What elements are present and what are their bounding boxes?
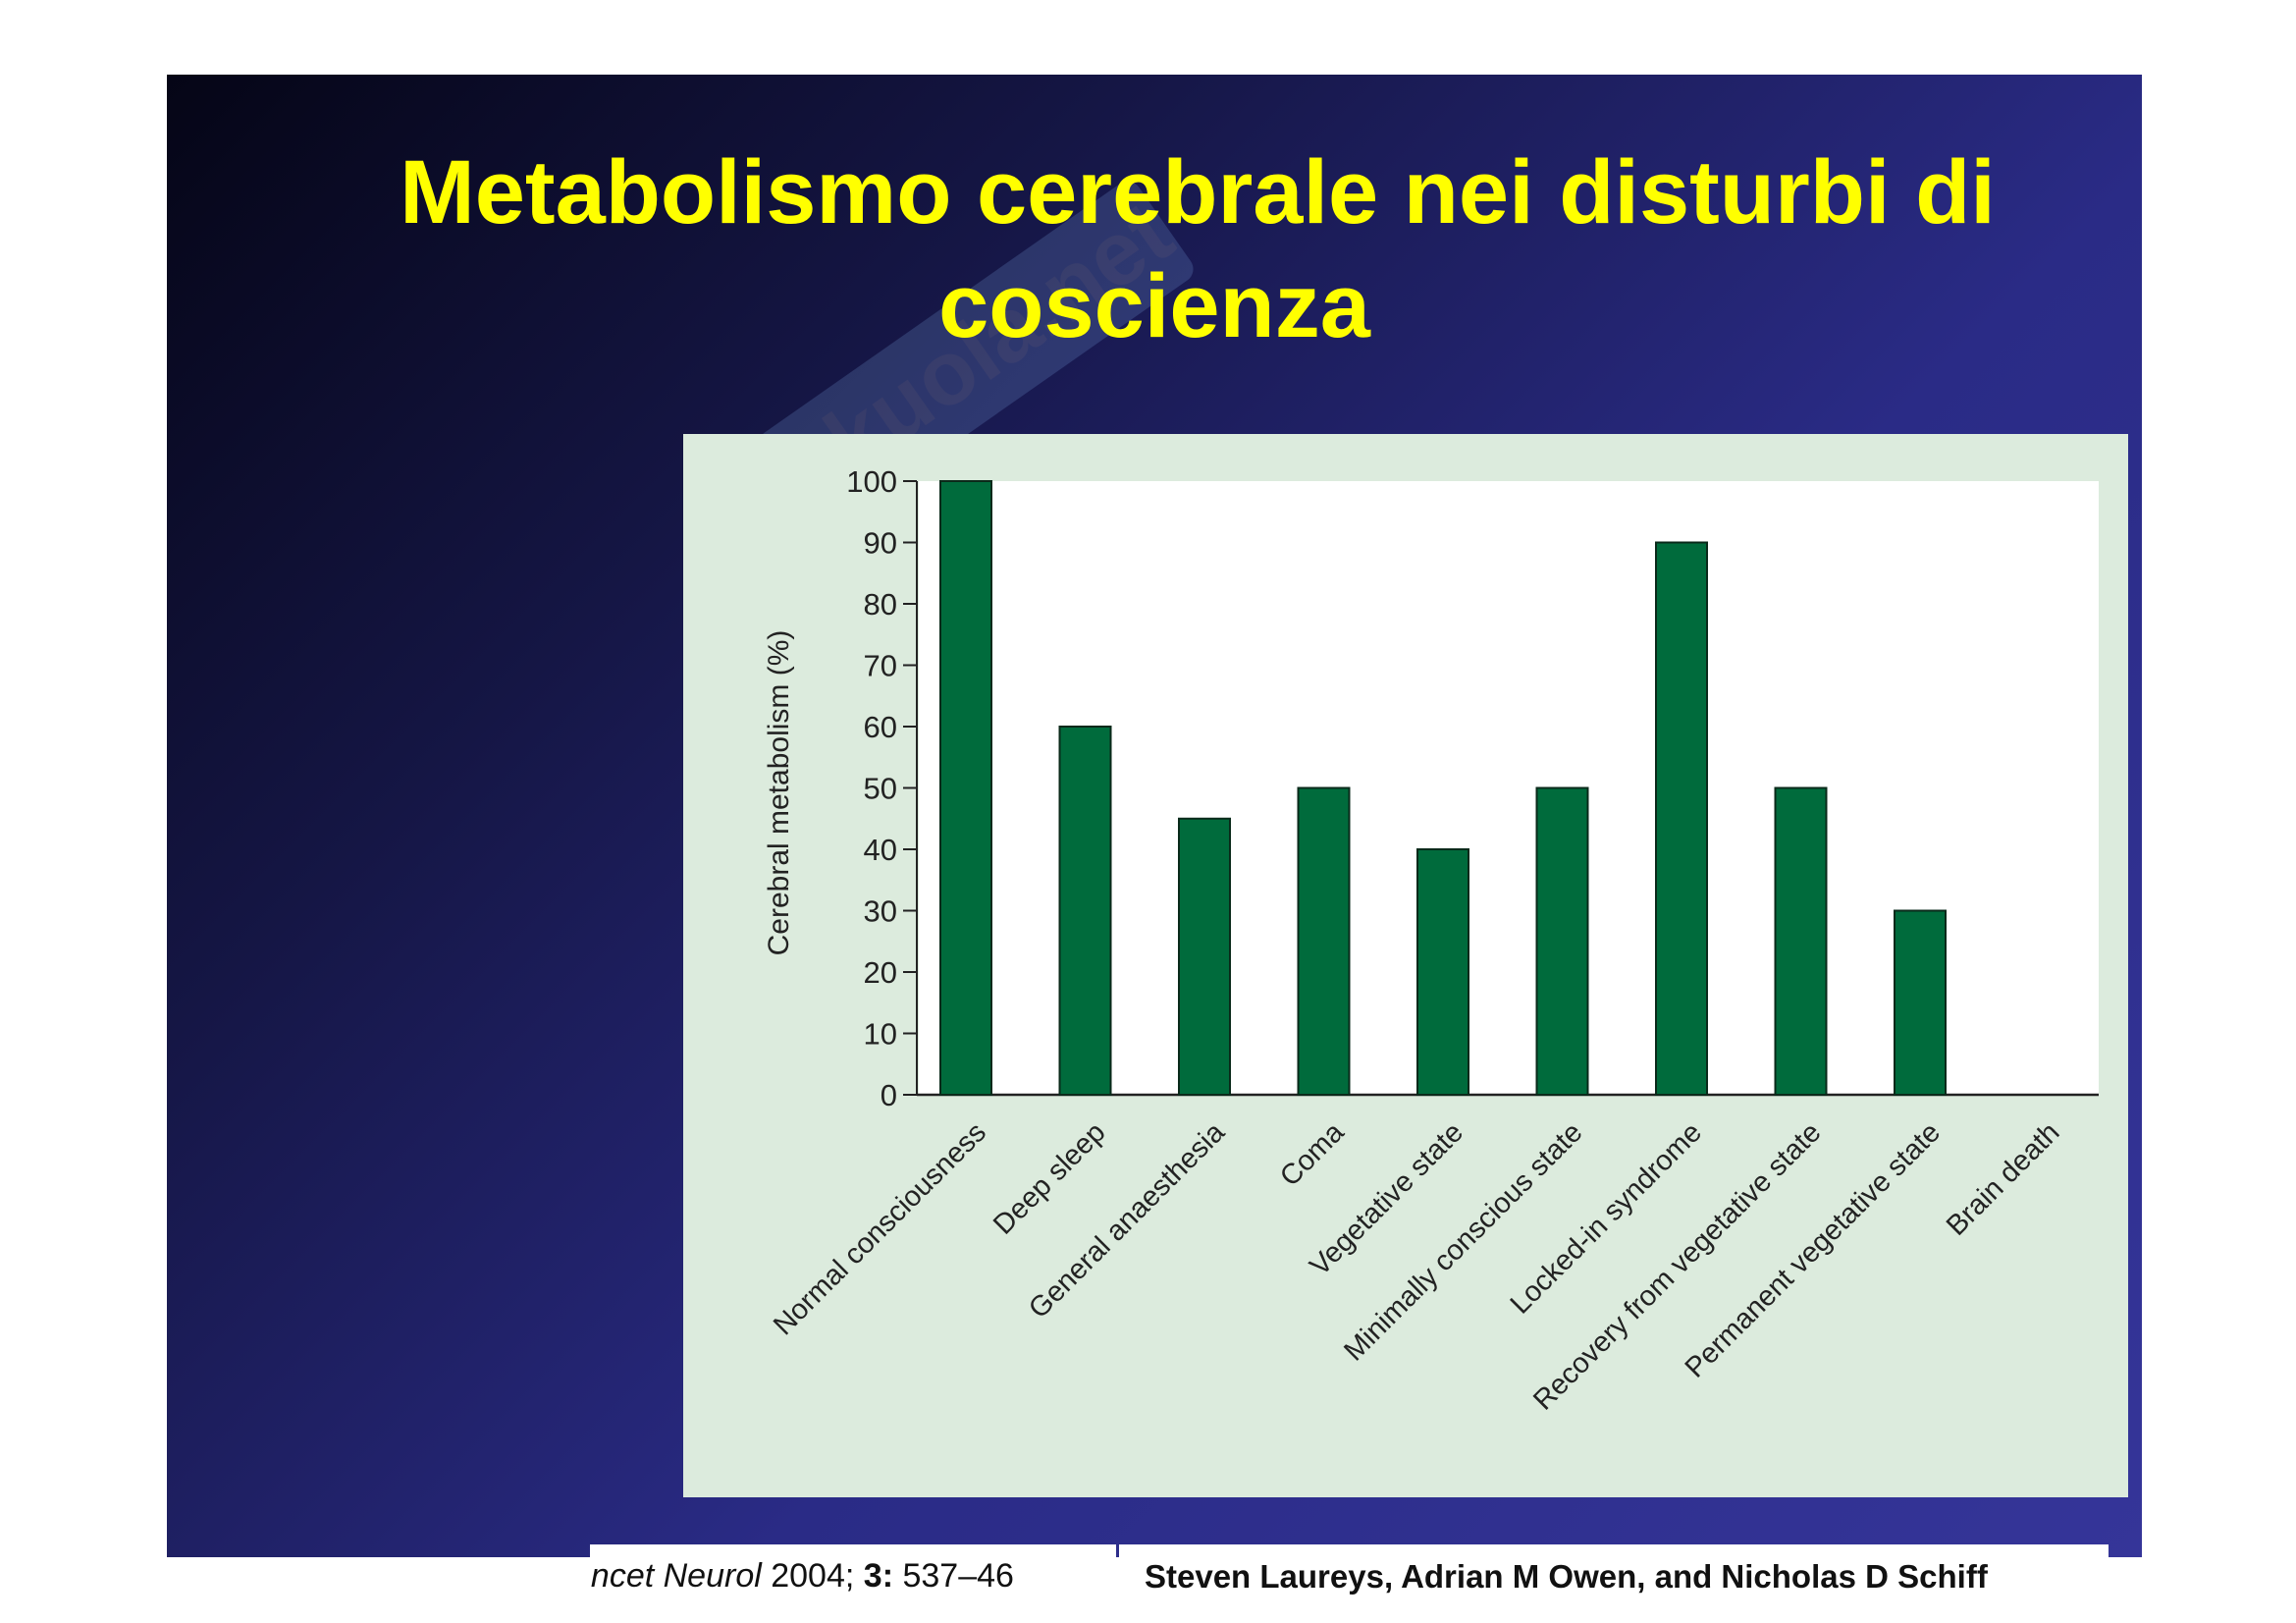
x-category-label: General anaesthesia [1023, 1116, 1231, 1325]
y-tick-label: 50 [864, 772, 897, 806]
bar-7 [1774, 786, 1828, 1096]
title-line-2: coscienza [938, 256, 1370, 356]
bar-8 [1894, 909, 1947, 1096]
y-tick-label: 70 [864, 649, 897, 683]
y-tick-label: 40 [864, 833, 897, 867]
citation-year: 2004; [771, 1557, 855, 1595]
chart-panel: 0 10 20 30 40 50 60 70 80 90 100 Cerebral metabolis… [683, 434, 2128, 1497]
x-category-label: Permanent vegetative state [1680, 1116, 1947, 1383]
bar-0 [939, 480, 992, 1096]
bar-2 [1178, 817, 1231, 1096]
y-tick-label: 100 [846, 464, 897, 499]
y-tick-label: 90 [864, 526, 897, 561]
citation-volume: 3: [863, 1557, 894, 1595]
x-category-label: Minimally conscious state [1338, 1116, 1588, 1367]
bar-3 [1297, 786, 1351, 1096]
title-line-1: Metabolismo cerebrale nei disturbi di [400, 142, 1996, 243]
bar-chart: 0 10 20 30 40 50 60 70 80 90 100 Cerebral metabolis… [763, 464, 2099, 1417]
slide-background: Skuola.net Metabolismo cerebrale nei dis… [167, 75, 2142, 1607]
y-tick-label: 60 [864, 710, 897, 744]
bar-1 [1058, 726, 1112, 1096]
x-category-label: Brain death [1941, 1116, 2066, 1242]
y-tick-label: 30 [864, 894, 897, 929]
y-tick-label: 80 [864, 587, 897, 622]
x-category-label: Coma [1274, 1116, 1351, 1193]
citation-reference: ancet Neurol 2004; 3: 537–46 [590, 1544, 1116, 1607]
y-tick-label: 20 [864, 955, 897, 990]
x-category-label: Deep sleep [988, 1116, 1111, 1240]
bar-4 [1416, 848, 1469, 1096]
slide-title: Metabolismo cerebrale nei disturbi di co… [167, 135, 2142, 363]
bar-6 [1655, 541, 1708, 1096]
y-tick-label: 10 [864, 1017, 897, 1052]
x-category-label: Normal consciousness [768, 1116, 992, 1341]
y-tick-label: 0 [881, 1078, 897, 1112]
citation-journal: ancet Neurol [590, 1557, 762, 1595]
citation-authors: Steven Laureys, Adrian M Owen, and Nicho… [1119, 1544, 2109, 1603]
citation-pages: 537–46 [902, 1557, 1014, 1595]
y-axis-title: Cerebral metabolism (%) [763, 630, 795, 956]
bar-5 [1535, 786, 1589, 1096]
